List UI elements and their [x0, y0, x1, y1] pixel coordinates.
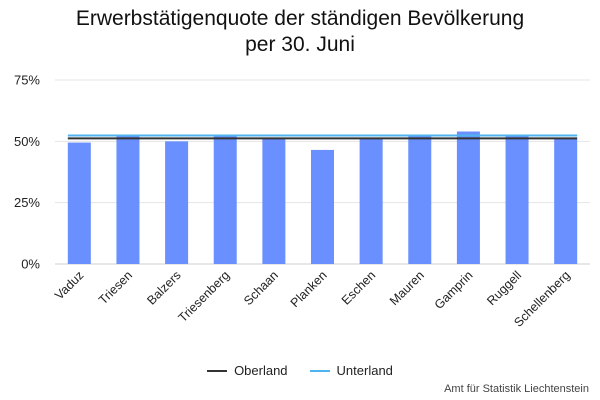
x-tick-label: Gamprin — [432, 268, 476, 312]
bar — [67, 142, 91, 264]
bar — [311, 149, 334, 264]
bar — [505, 135, 529, 264]
chart-title: Erwerbstätigenquote der ständigen Bevölk… — [0, 6, 600, 58]
bar — [456, 131, 480, 264]
source-credit: Amt für Statistik Liechtenstein — [444, 383, 589, 395]
x-tick-label: Eschen — [339, 268, 378, 307]
bar — [213, 135, 237, 264]
bar — [359, 138, 383, 264]
x-tick-label: Triesen — [96, 268, 135, 307]
x-tick-label: Mauren — [387, 268, 427, 308]
legend-item-oberland[interactable]: Oberland — [207, 363, 288, 378]
legend: Oberland Unterland — [0, 363, 600, 378]
legend-label-unterland: Unterland — [336, 363, 393, 378]
x-tick-label: Schaan — [241, 268, 281, 308]
bar — [408, 135, 432, 264]
chart-title-line1: Erwerbstätigenquote der ständigen Bevölk… — [75, 7, 525, 30]
x-tick-label: Planken — [288, 268, 330, 310]
y-tick-label: 0% — [21, 257, 40, 272]
x-tick-label: Vaduz — [52, 268, 86, 302]
x-tick-label: Balzers — [144, 268, 183, 307]
legend-swatch-unterland — [309, 369, 330, 372]
x-tick-label: Triesenberg — [176, 268, 233, 325]
legend-label-oberland: Oberland — [234, 363, 288, 378]
chart-title-line2: per 30. Juni — [245, 33, 355, 56]
legend-swatch-oberland — [207, 369, 228, 372]
y-tick-label: 75% — [14, 73, 40, 88]
y-tick-label: 25% — [14, 195, 40, 210]
bar — [262, 138, 286, 264]
legend-item-unterland[interactable]: Unterland — [309, 363, 393, 378]
x-tick-label: Ruggell — [484, 268, 524, 308]
bar — [554, 138, 578, 264]
bar — [116, 135, 140, 264]
bar — [165, 141, 189, 264]
y-tick-label: 50% — [14, 134, 40, 149]
